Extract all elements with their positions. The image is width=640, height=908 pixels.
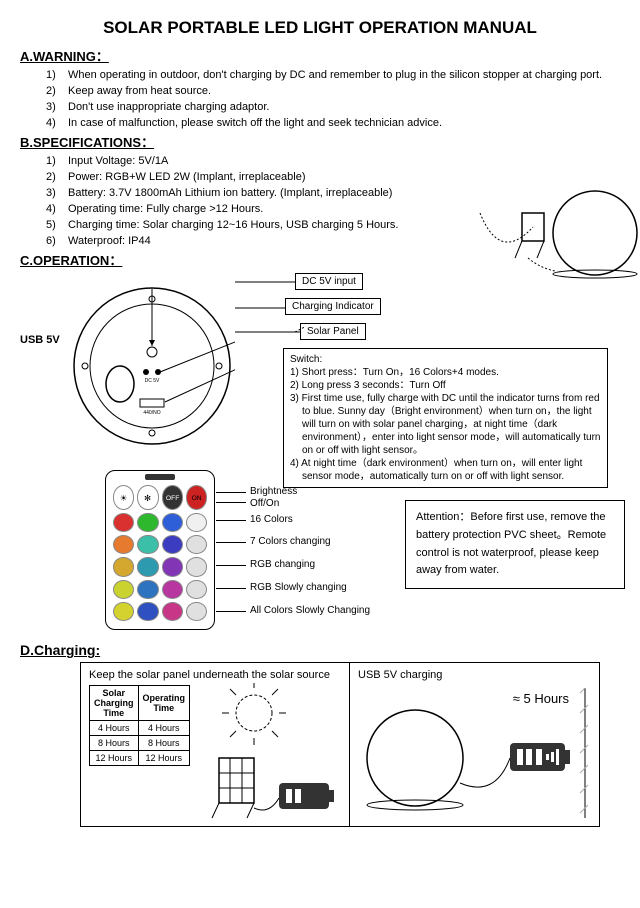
usb-panel-title: USB 5V charging: [358, 669, 591, 681]
switch-line: 2) Long press 3 seconds：Turn Off: [290, 379, 601, 392]
svg-text:OFF: OFF: [165, 495, 178, 502]
svg-text:440/NO: 440/NO: [143, 410, 160, 416]
svg-text:✻: ✻: [144, 493, 151, 503]
remote-label: 7 Colors changing: [250, 536, 331, 547]
remote-button: [186, 557, 207, 576]
remote-button: ✻: [137, 485, 158, 509]
warning-item: In case of malfunction, please switch of…: [68, 117, 442, 129]
remote-button: [137, 580, 158, 599]
warning-list: 1)When operating in outdoor, don't charg…: [46, 68, 620, 130]
remote-button: [162, 535, 183, 554]
remote-button: ON: [186, 485, 207, 509]
base-diagram: DC 5V 440/NO: [70, 284, 235, 449]
remote-button: [186, 535, 207, 554]
operation-diagram: USB 5V DC 5V 440/NO DC 5V input Charging…: [20, 268, 620, 468]
remote-button: [162, 580, 183, 599]
spec-item: Charging time: Solar charging 12~16 Hour…: [68, 219, 398, 231]
charging-panels: Keep the solar panel underneath the sola…: [80, 662, 620, 827]
solar-panel-label: Solar Panel: [300, 323, 366, 340]
sphere-diagram: [470, 173, 640, 283]
usb-label: USB 5V: [20, 334, 60, 346]
svg-text:ON: ON: [191, 495, 201, 502]
table-cell: 8 Hours: [90, 736, 139, 751]
remote-button: [162, 557, 183, 576]
switch-line: 1) Short press：Turn On，16 Colors+4 modes…: [290, 366, 601, 379]
remote-button: [162, 602, 183, 621]
usb-charge-illustration: [355, 688, 590, 823]
solar-charge-illustration: [194, 683, 344, 823]
remote-button: [113, 580, 134, 599]
remote-diagram: ☀ ✻ OFF ON Brightness Off/On 16 Colors 7 Co…: [20, 470, 620, 640]
spec-item: Power: RGB+W LED 2W (Implant, irreplacea…: [68, 171, 306, 183]
section-specs-header: B.SPECIFICATIONS：: [20, 132, 620, 151]
switch-instructions: Switch: 1) Short press：Turn On，16 Colors…: [283, 348, 608, 488]
remote-button: [137, 535, 158, 554]
svg-text:☀: ☀: [120, 493, 128, 503]
remote-button: [113, 602, 134, 621]
remote-button: [186, 580, 207, 599]
remote-label: Off/On: [250, 498, 279, 509]
remote-button: [186, 513, 207, 532]
switch-title: Switch:: [290, 353, 601, 366]
solar-panel-title: Keep the solar panel underneath the sola…: [89, 669, 341, 681]
dc-input-label: DC 5V input: [295, 273, 363, 290]
remote-label: RGB changing: [250, 559, 315, 570]
remote-button: [137, 513, 158, 532]
leader-lines: [235, 268, 305, 343]
remote-button: [137, 602, 158, 621]
table-cell: 4 Hours: [90, 721, 139, 736]
table-cell: 12 Hours: [138, 751, 190, 766]
solar-charging-panel: Keep the solar panel underneath the sola…: [80, 662, 350, 827]
spec-item: Input Voltage: 5V/1A: [68, 155, 168, 167]
remote-button: [113, 557, 134, 576]
remote-label: 16 Colors: [250, 514, 293, 525]
section-charging-header: D.Charging:: [20, 642, 620, 658]
remote-label: All Colors Slowly Changing: [250, 605, 370, 616]
table-cell: 4 Hours: [138, 721, 190, 736]
usb-charging-panel: USB 5V charging ≈ 5 Hours: [350, 662, 600, 827]
table-header: Operating Time: [138, 686, 190, 721]
remote-button: [113, 513, 134, 532]
svg-text:DC 5V: DC 5V: [145, 378, 160, 384]
spec-item: Waterproof: IP44: [68, 235, 151, 247]
remote-label: RGB Slowly changing: [250, 582, 347, 593]
table-cell: 8 Hours: [138, 736, 190, 751]
section-warning-header: A.WARNING：: [20, 46, 620, 65]
remote-button: [137, 557, 158, 576]
remote-label: Brightness: [250, 486, 297, 497]
attention-box: Attention：Before first use, remove the b…: [405, 500, 625, 588]
spec-item: Operating time: Fully charge >12 Hours.: [68, 203, 263, 215]
remote-button: ☀: [113, 485, 134, 509]
table-header: Solar Charging Time: [90, 686, 139, 721]
remote-button: [162, 513, 183, 532]
spec-item: Battery: 3.7V 1800mAh Lithium ion batter…: [68, 187, 392, 199]
warning-item: Don't use inappropriate charging adaptor…: [68, 101, 269, 113]
warning-item: Keep away from heat source.: [68, 85, 211, 97]
warning-item: When operating in outdoor, don't chargin…: [68, 69, 602, 81]
ir-window: [145, 474, 175, 480]
remote-button: [113, 535, 134, 554]
table-cell: 12 Hours: [90, 751, 139, 766]
remote-button: [186, 602, 207, 621]
charging-table: Solar Charging TimeOperating Time 4 Hour…: [89, 685, 190, 766]
switch-line: 3) First time use, fully charge with DC …: [290, 392, 601, 457]
page-title: SOLAR PORTABLE LED LIGHT OPERATION MANUA…: [20, 18, 620, 38]
remote-control: ☀ ✻ OFF ON: [105, 470, 215, 630]
remote-button: OFF: [162, 485, 183, 509]
